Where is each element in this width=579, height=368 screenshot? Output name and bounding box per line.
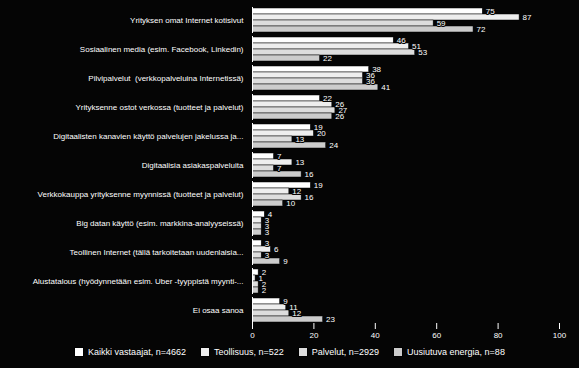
svg-text:72: 72 — [477, 25, 486, 34]
svg-text:0: 0 — [250, 331, 255, 340]
svg-text:Digitaalisia asiakaspalveluita: Digitaalisia asiakaspalveluita — [142, 161, 244, 170]
svg-text:7: 7 — [277, 152, 282, 161]
svg-text:12: 12 — [292, 309, 301, 318]
svg-text:36: 36 — [366, 71, 375, 81]
svg-text:16: 16 — [305, 170, 314, 179]
svg-text:9: 9 — [283, 297, 288, 306]
svg-text:1: 1 — [258, 274, 263, 284]
svg-text:20: 20 — [309, 331, 318, 340]
svg-text:38: 38 — [372, 65, 382, 75]
svg-text:19: 19 — [314, 181, 323, 190]
svg-text:Yrityksen omat Internet kotisi: Yrityksen omat Internet kotisivut — [130, 16, 244, 25]
svg-text:Alustatalous (hyödynnetään esi: Alustatalous (hyödynnetään esim. Uber -t… — [33, 277, 244, 286]
svg-text:3: 3 — [265, 228, 270, 237]
html-text:Teollisuus, n=522: Teollisuus, n=522 — [213, 347, 284, 357]
svg-text:87: 87 — [523, 13, 532, 22]
svg-text:22: 22 — [323, 94, 332, 103]
svg-text:Big datan käyttö (esim. markki: Big datan käyttö (esim. markkina-analyys… — [76, 219, 244, 228]
html-text:Palvelut, n=2929: Palvelut, n=2929 — [311, 347, 380, 357]
svg-text:26: 26 — [335, 100, 345, 110]
svg-text:23: 23 — [326, 315, 335, 324]
svg-text:9: 9 — [283, 257, 288, 266]
svg-text:41: 41 — [381, 83, 390, 92]
svg-text:27: 27 — [338, 106, 348, 116]
svg-text:Digitaalisten kanavien käyttö: Digitaalisten kanavien käyttö palvelujen… — [53, 132, 243, 141]
svg-text:13: 13 — [295, 158, 304, 167]
svg-text:10: 10 — [286, 199, 295, 208]
svg-text:19: 19 — [313, 123, 323, 133]
html-text:Uusiutuva energia, n=88: Uusiutuva energia, n=88 — [407, 347, 505, 357]
svg-text:20: 20 — [317, 129, 326, 138]
svg-text:59: 59 — [437, 19, 446, 28]
svg-text:3: 3 — [265, 239, 270, 248]
svg-text:3: 3 — [264, 216, 270, 226]
svg-text:Yrityksenne ostot verkossa (tu: Yrityksenne ostot verkossa (tuotteet ja … — [75, 103, 243, 112]
html-text:Kaikki vastaajat, n=4662: Kaikki vastaajat, n=4662 — [88, 347, 186, 357]
svg-text:12: 12 — [292, 187, 301, 196]
svg-text:3: 3 — [264, 222, 270, 232]
svg-text:16: 16 — [305, 193, 314, 202]
svg-text:46: 46 — [397, 36, 406, 45]
svg-text:4: 4 — [267, 210, 273, 220]
svg-text:Sosiaalinen media (esim. Faceb: Sosiaalinen media (esim. Facebook, Linke… — [80, 45, 244, 54]
svg-text:22: 22 — [323, 54, 332, 63]
svg-text:75: 75 — [486, 7, 495, 16]
svg-text:80: 80 — [494, 331, 503, 340]
svg-text:2: 2 — [261, 268, 267, 278]
svg-text:3: 3 — [265, 251, 270, 260]
svg-text:26: 26 — [335, 112, 344, 121]
svg-text:7: 7 — [277, 164, 282, 173]
svg-text:60: 60 — [432, 331, 441, 340]
svg-text:36: 36 — [366, 77, 375, 86]
svg-text:Pilvipalvelut (verkkopalvelui: Pilvipalvelut (verkkopalveluina Internet… — [88, 74, 244, 83]
svg-text:100: 100 — [553, 331, 567, 340]
svg-text:11: 11 — [289, 303, 298, 313]
svg-text:2: 2 — [261, 280, 267, 290]
svg-text:Ei osaa sanoa: Ei osaa sanoa — [193, 306, 244, 315]
svg-text:2: 2 — [262, 286, 267, 295]
svg-text:51: 51 — [412, 42, 421, 52]
svg-text:6: 6 — [274, 245, 279, 254]
svg-text:Verkkokauppa yrityksenne myynn: Verkkokauppa yrityksenne myynnissä (tuot… — [38, 190, 244, 199]
svg-text:Teollinen Internet (tällä tark: Teollinen Internet (tällä tarkoitetaan u… — [70, 248, 244, 257]
svg-text:40: 40 — [371, 331, 380, 340]
svg-text:24: 24 — [329, 141, 338, 150]
svg-text:53: 53 — [418, 48, 427, 57]
svg-text:13: 13 — [295, 135, 304, 144]
